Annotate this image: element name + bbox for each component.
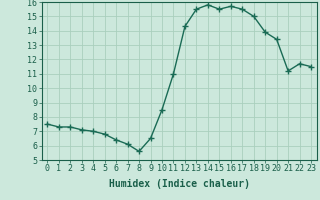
X-axis label: Humidex (Indice chaleur): Humidex (Indice chaleur) [109, 179, 250, 189]
